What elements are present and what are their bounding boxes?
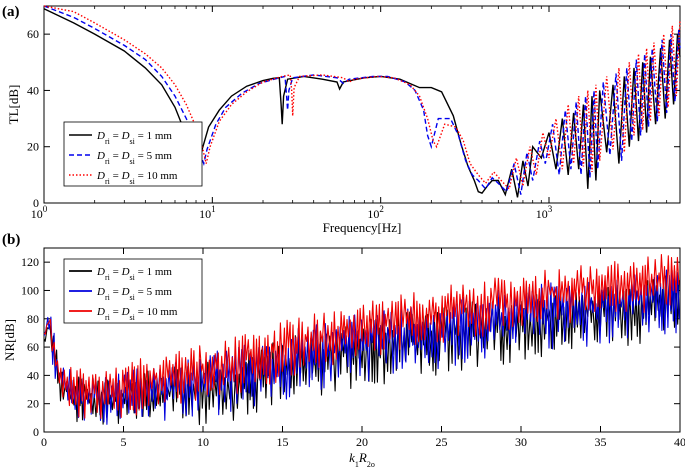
legend-subscript: si (130, 177, 136, 186)
legend-symbol: D (96, 266, 105, 278)
panel-a-ytick-label: 60 (27, 27, 39, 41)
panel-b-xtick-label: 0 (41, 435, 47, 449)
legend-symbol: D (121, 170, 130, 182)
legend-subscript: si (130, 273, 136, 282)
legend-symbol: D (121, 306, 130, 318)
legend-value: = 5 mm (135, 286, 173, 298)
legend-equals: = (110, 266, 122, 278)
legend-value: = 5 mm (135, 150, 173, 162)
xtick-base: 10 (367, 207, 379, 221)
xlabel-k: k (349, 450, 355, 465)
legend-value: = 1 mm (135, 130, 173, 142)
legend-equals: = (110, 286, 122, 298)
legend-symbol: D (121, 150, 130, 162)
panel-b-xtick-label: 5 (121, 435, 127, 449)
xlabel-sub-1: 1 (355, 460, 359, 469)
legend-symbol: D (96, 170, 105, 182)
panel-b-ytick-label: 0 (33, 425, 39, 439)
xtick-exponent: 2 (379, 204, 384, 214)
panel-b-legend-entry-3: Dri = Dsi = 10 mm (96, 306, 178, 322)
panel-b-xtick-label: 25 (436, 435, 448, 449)
legend-symbol: D (121, 130, 130, 142)
panel-a-xtick-label: 100 (31, 204, 48, 221)
panel-b-ytick-label: 80 (27, 312, 39, 326)
legend-equals: = (110, 150, 122, 162)
panel-a-legend-entry-2: Dri = Dsi = 5 mm (96, 150, 172, 166)
legend-symbol: D (96, 286, 105, 298)
xtick-base: 10 (31, 207, 43, 221)
legend-value: = 1 mm (135, 266, 173, 278)
panel-a-label: (a) (2, 4, 20, 20)
panel-a-xtick-label: 103 (536, 204, 553, 221)
legend-value: = 10 mm (135, 306, 178, 318)
xlabel-sub-2o: 2o (367, 460, 375, 469)
legend-subscript: ri (105, 273, 111, 282)
legend-subscript: si (130, 293, 136, 302)
panel-a-ylabel: TL[dB] (6, 85, 21, 125)
legend-value: = 10 mm (135, 170, 178, 182)
panel-b-xtick-label: 15 (277, 435, 289, 449)
panel-b-xtick-label: 35 (595, 435, 607, 449)
legend-subscript: si (130, 313, 136, 322)
panel-a-plot-area (43, 5, 681, 198)
xtick-exponent: 3 (548, 204, 553, 214)
panel-a-legend-entry-1: Dri = Dsi = 1 mm (96, 130, 172, 146)
legend-equals: = (110, 170, 122, 182)
panel-b-xlabel: k1R2o (349, 450, 375, 469)
panel-a-legend-entry-3: Dri = Dsi = 10 mm (96, 170, 178, 186)
legend-subscript: ri (105, 137, 111, 146)
panel-b-ytick-label: 20 (27, 397, 39, 411)
panel-b-ytick-label: 60 (27, 340, 39, 354)
panel-b-ylabel: NR[dB] (2, 319, 17, 361)
panel-a-xtick-label: 102 (367, 204, 384, 221)
legend-subscript: ri (105, 157, 111, 166)
panel-b-legend-entry-2: Dri = Dsi = 5 mm (96, 286, 172, 302)
panel-a-frame (43, 5, 681, 204)
legend-symbol: D (96, 130, 105, 142)
panel-a-series-line-2 (43, 5, 681, 195)
legend-symbol: D (121, 286, 130, 298)
legend-subscript: ri (105, 293, 111, 302)
legend-symbol: D (121, 266, 130, 278)
legend-equals: = (110, 306, 122, 318)
panel-b-label: (b) (2, 232, 20, 248)
panel-a-ytick-label: 40 (27, 83, 39, 97)
panel-b-xtick-label: 20 (356, 435, 368, 449)
legend-symbol: D (96, 150, 105, 162)
xlabel-r: R (358, 450, 367, 465)
panel-b-xtick-label: 10 (197, 435, 209, 449)
panel-b-xtick-label: 40 (674, 435, 685, 449)
legend-subscript: si (130, 137, 136, 146)
legend-subscript: ri (105, 177, 111, 186)
panel-a-ytick-label: 20 (27, 140, 39, 154)
panel-a-xlabel: Frequency[Hz] (323, 220, 402, 235)
panel-b-plot-area (44, 253, 680, 426)
panel-b-ytick-label: 120 (21, 255, 39, 269)
legend-subscript: si (130, 157, 136, 166)
xtick-exponent: 0 (43, 204, 48, 214)
panel-b-legend-entry-1: Dri = Dsi = 1 mm (96, 266, 172, 282)
panel-b-xtick-label: 30 (515, 435, 527, 449)
panel-b-series-line-3 (44, 253, 680, 420)
panel-a-ytick-label: 0 (33, 196, 39, 210)
xtick-base: 10 (199, 207, 211, 221)
panel-b-series-line-1 (44, 275, 680, 426)
panel-a-xtick-label: 101 (199, 204, 216, 221)
xtick-exponent: 1 (211, 204, 216, 214)
legend-equals: = (110, 130, 122, 142)
legend-symbol: D (96, 306, 105, 318)
panel-b-ytick-label: 40 (27, 368, 39, 382)
panel-b-ytick-label: 100 (21, 283, 39, 297)
legend-subscript: ri (105, 313, 111, 322)
xtick-base: 10 (536, 207, 548, 221)
